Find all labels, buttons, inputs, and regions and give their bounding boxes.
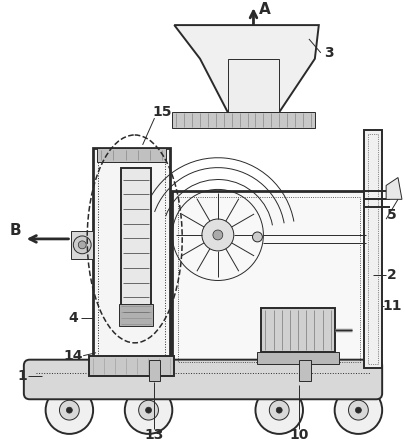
Bar — [363, 130, 381, 368]
Circle shape — [145, 407, 151, 413]
Polygon shape — [385, 178, 401, 199]
Circle shape — [334, 386, 381, 434]
Text: 5: 5 — [386, 208, 396, 222]
Circle shape — [347, 400, 367, 420]
Bar — [71, 231, 93, 259]
Circle shape — [45, 386, 93, 434]
Bar — [298, 360, 310, 381]
Bar — [97, 148, 166, 162]
Bar — [98, 153, 165, 359]
Bar — [257, 352, 338, 364]
Circle shape — [212, 230, 222, 240]
Bar — [367, 134, 377, 364]
Circle shape — [201, 219, 233, 251]
Text: 14: 14 — [64, 349, 83, 363]
Bar — [172, 112, 314, 128]
Circle shape — [354, 407, 360, 413]
Text: B: B — [10, 223, 22, 238]
Circle shape — [252, 232, 262, 242]
Bar — [227, 59, 279, 112]
Circle shape — [255, 386, 302, 434]
Bar — [121, 167, 150, 324]
Circle shape — [269, 400, 288, 420]
Bar — [172, 191, 365, 368]
Circle shape — [73, 236, 91, 254]
Polygon shape — [174, 25, 318, 112]
Bar — [261, 308, 334, 352]
Bar — [148, 360, 160, 381]
Circle shape — [66, 407, 72, 413]
Text: A: A — [258, 2, 270, 17]
Text: 3: 3 — [323, 46, 333, 60]
FancyBboxPatch shape — [24, 360, 381, 399]
Circle shape — [59, 400, 79, 420]
Text: 10: 10 — [289, 428, 308, 442]
Text: 1: 1 — [17, 369, 27, 382]
Bar — [178, 197, 360, 361]
Text: 11: 11 — [382, 299, 401, 313]
Bar — [89, 356, 174, 376]
Bar — [93, 148, 170, 364]
Text: 13: 13 — [145, 428, 164, 442]
Circle shape — [139, 400, 158, 420]
Circle shape — [275, 407, 281, 413]
Bar — [119, 304, 152, 326]
Text: 4: 4 — [68, 311, 78, 325]
Text: 2: 2 — [386, 268, 396, 282]
Text: 15: 15 — [152, 105, 172, 119]
Circle shape — [78, 241, 86, 249]
Circle shape — [124, 386, 172, 434]
